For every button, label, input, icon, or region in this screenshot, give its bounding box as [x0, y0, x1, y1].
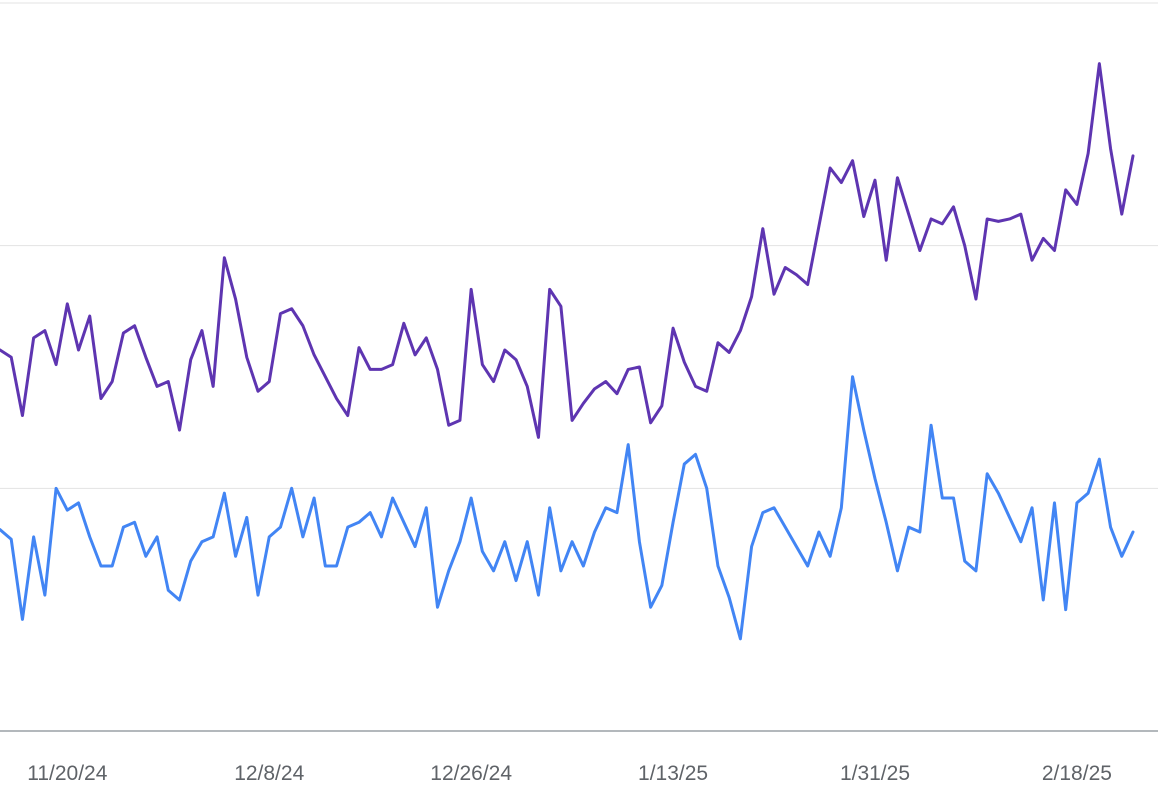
x-tick-label: 1/13/25 [638, 762, 708, 785]
x-tick-label: 1/31/25 [840, 762, 910, 785]
series-line [0, 62, 1135, 439]
x-tick-label: 12/8/24 [234, 762, 304, 785]
x-tick-label: 11/20/24 [27, 762, 108, 785]
series-line [0, 375, 1135, 641]
x-tick-label: 2/18/25 [1042, 762, 1112, 785]
x-tick-label: 12/26/24 [430, 762, 512, 785]
